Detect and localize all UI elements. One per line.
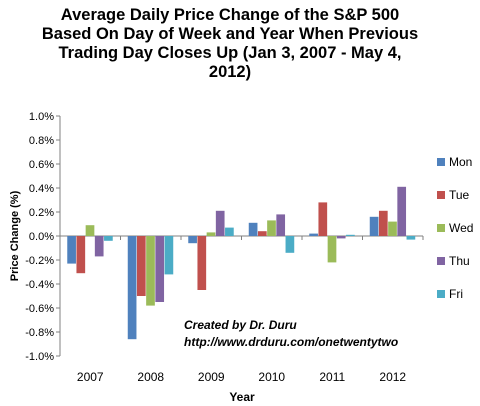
bar-wed-2007 xyxy=(85,225,95,236)
y-tick-label: 0.6% xyxy=(29,159,54,171)
legend-label-wed: Wed xyxy=(449,221,473,235)
legend-swatch-mon xyxy=(437,158,445,166)
bar-thu-2009 xyxy=(215,210,225,236)
bar-mon-2008 xyxy=(127,236,137,340)
y-tick-label: 0.4% xyxy=(29,183,54,195)
bar-wed-2008 xyxy=(146,236,155,306)
bar-mon-2011 xyxy=(309,233,318,236)
legend-swatch-fri xyxy=(437,290,445,298)
x-axis-label: Year xyxy=(229,390,255,404)
legend-swatch-tue xyxy=(437,191,445,199)
bar-fri-2008 xyxy=(164,236,174,275)
bar-wed-2011 xyxy=(327,236,337,263)
bar-wed-2009 xyxy=(206,232,216,236)
bar-mon-2010 xyxy=(248,222,258,236)
bar-tue-2012 xyxy=(378,210,388,236)
legend: Mon Tue Wed Thu Fri xyxy=(437,155,473,301)
chart-title-line-4: 2012) xyxy=(208,63,252,81)
y-tick-label: 0.2% xyxy=(29,207,54,219)
bar-mon-2009 xyxy=(188,236,197,244)
annotation-line-1: Created by Dr. Duru xyxy=(184,318,297,332)
bar-thu-2007 xyxy=(94,236,104,257)
bar-tue-2010 xyxy=(257,231,267,236)
x-tick-label: 2010 xyxy=(258,370,285,384)
y-axis-label: Price Change (%) xyxy=(9,190,21,281)
x-tick-label: 2008 xyxy=(137,370,164,384)
y-tick-label: 0.0% xyxy=(29,231,54,243)
x-tick-label: 2009 xyxy=(198,370,225,384)
bar-tue-2008 xyxy=(136,236,146,296)
y-tick-label: -1.0% xyxy=(25,351,54,363)
bar-fri-2011 xyxy=(346,234,355,236)
bar-tue-2011 xyxy=(318,202,328,236)
bar-wed-2012 xyxy=(388,221,397,236)
annotation-line-2: http://www.drduru.com/onetwentytwo xyxy=(184,335,398,349)
y-tick-label: -0.8% xyxy=(25,327,54,339)
y-tick-label: -0.4% xyxy=(25,279,54,291)
bar-fri-2007 xyxy=(104,236,113,241)
y-tick-label: -0.6% xyxy=(25,303,54,315)
chart-title-line-2: Based On Day of Week and Year When Previ… xyxy=(41,25,419,43)
bar-wed-2010 xyxy=(267,220,276,236)
bar-thu-2010 xyxy=(276,214,286,236)
legend-swatch-thu xyxy=(437,257,445,265)
legend-label-mon: Mon xyxy=(449,155,472,169)
chart-title-line-3: Trading Day Closes Up (Jan 3, 2007 - May… xyxy=(58,44,402,62)
bar-tue-2007 xyxy=(76,236,86,274)
bar-fri-2009 xyxy=(225,227,234,236)
bar-tue-2009 xyxy=(197,236,207,290)
bar-thu-2008 xyxy=(155,236,165,302)
legend-label-tue: Tue xyxy=(449,188,470,202)
legend-swatch-wed xyxy=(437,224,445,232)
bar-thu-2011 xyxy=(336,236,346,239)
bar-mon-2012 xyxy=(369,216,379,236)
x-tick-label: 2011 xyxy=(319,370,345,384)
y-tick-label: 1.0% xyxy=(29,111,54,123)
bar-fri-2010 xyxy=(285,236,295,253)
legend-label-fri: Fri xyxy=(449,287,463,301)
y-tick-label: 0.8% xyxy=(29,135,54,147)
bar-mon-2007 xyxy=(67,236,76,264)
y-tick-label: -0.2% xyxy=(25,255,54,267)
bar-fri-2012 xyxy=(406,236,416,240)
x-tick-label: 2007 xyxy=(77,370,104,384)
chart-title: Average Daily Price Change of the S&P 50… xyxy=(10,6,450,82)
bar-thu-2012 xyxy=(397,186,407,236)
legend-label-thu: Thu xyxy=(449,254,470,268)
x-tick-label: 2012 xyxy=(379,370,406,384)
chart-title-line-1: Average Daily Price Change of the S&P 50… xyxy=(60,6,400,24)
